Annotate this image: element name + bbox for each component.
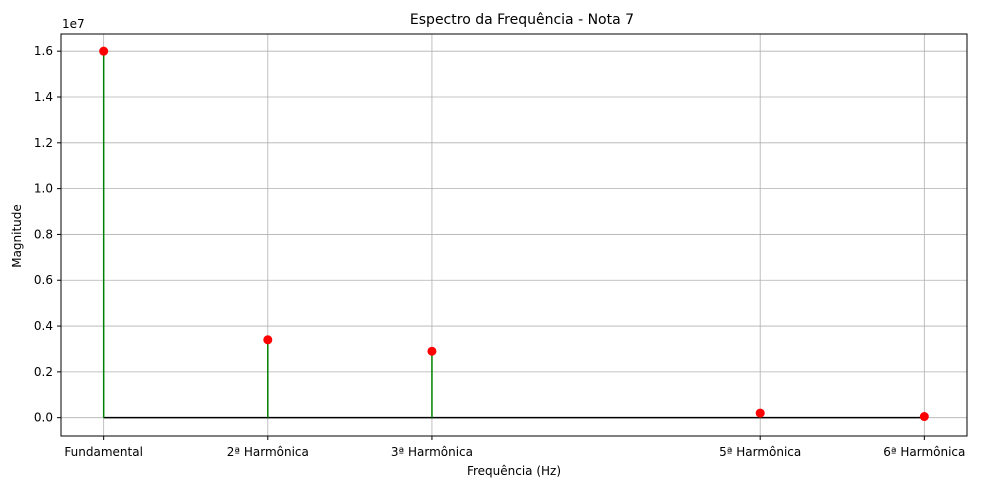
axes-frame <box>60 33 968 437</box>
x-tick-label: 5ª Harmônica <box>719 445 801 459</box>
axes-border <box>60 33 968 437</box>
y-tick-label: 1.2 <box>34 136 53 150</box>
stem-marker <box>263 335 273 345</box>
x-axis-label: Frequência (Hz) <box>467 464 561 478</box>
y-tick-label: 0.2 <box>34 365 53 379</box>
stem-marker <box>919 412 929 422</box>
stem-marker <box>99 46 109 56</box>
x-tick-label: Fundamental <box>64 445 143 459</box>
grid <box>61 34 967 436</box>
y-axis-label: Magnitude <box>10 204 24 268</box>
x-tick-label: 2ª Harmônica <box>227 445 309 459</box>
stem-marker <box>427 346 437 356</box>
y-tick-label: 1.0 <box>34 182 53 196</box>
x-tick-label: 3ª Harmônica <box>391 445 473 459</box>
ticks: Fundamental 2ª Harmônica 3ª Harmônica 5ª Ha… <box>34 44 965 459</box>
markers <box>99 46 929 422</box>
stem-marker <box>755 408 765 418</box>
y-tick-label: 0.8 <box>34 227 53 241</box>
y-tick-label: 1.4 <box>34 90 53 104</box>
y-offset-label: 1e7 <box>62 17 85 31</box>
x-tick-label: 6ª Harmônica <box>883 445 965 459</box>
y-tick-label: 0.6 <box>34 273 53 287</box>
y-tick-label: 1.6 <box>34 44 53 58</box>
y-tick-label: 0.4 <box>34 319 53 333</box>
chart-title: Espectro da Frequência - Nota 7 <box>410 12 634 28</box>
y-tick-label: 0.0 <box>34 411 53 425</box>
